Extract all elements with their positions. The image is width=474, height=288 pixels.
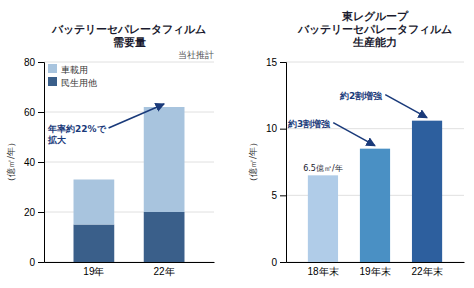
grid [286,62,464,262]
legend-label: 民生用他 [61,78,97,88]
annotation-arrow [109,104,165,128]
text-line: 約2割増強 [339,90,383,101]
bar-segment [144,212,185,262]
y-tick-label: 15 [266,57,278,68]
x-tick: 19年末 [359,266,390,277]
chart-container: 02040608019年22年バッテリーセパレータフィルム需要量（億㎡/年）車載… [0,0,474,288]
x-tick: 22年 [154,266,175,277]
bar-segment [144,107,185,212]
grid-line [44,212,214,213]
annotation: 約2割増強 [339,90,383,101]
text-line: 年率約22%で [47,124,107,134]
y-tick: 15 [266,57,286,68]
text-line: バッテリーセパレータフィルム [51,23,206,35]
y-tick-mark [280,195,286,196]
legend-label: 車載用 [61,65,88,75]
y-tick: 60 [24,107,44,118]
x-tick-label: 18年末 [307,266,338,277]
y-tick-label: 0 [271,257,277,268]
annotation: 年率約22%で拡大 [47,124,107,145]
text-line: 約3割増強 [287,118,331,129]
annotation: 6.5億㎡/年 [303,164,342,173]
x-axis: 18年末 19年末 22年末 [287,263,465,278]
bar [308,175,338,262]
bar-segment [74,180,115,225]
y-tick-mark [38,162,44,163]
x-axis: 19年 22年 [45,263,215,278]
y-axis-line [38,63,45,263]
y-axis: 0 5 10 15 [266,57,287,268]
grid-line [44,162,214,163]
y-tick: 0 [271,257,286,268]
annotation-arrow [333,123,375,146]
chart-title: バッテリーセパレータフィルム需要量 [51,23,206,48]
bar [412,121,442,262]
chart-title: 東レグループバッテリーセパレータフィルム生産能力 [297,10,452,48]
x-tick-label: 19年 [83,266,104,277]
legend-item: 車載用 [48,64,88,75]
y-tick-mark [38,112,44,113]
x-tick: 18年末 [307,266,338,277]
grid [44,62,214,262]
y-tick-mark [280,262,286,263]
text-line: 拡大 [47,135,67,145]
y-tick-mark [38,262,44,263]
legend-swatch [48,77,57,86]
y-tick: 5 [271,190,286,201]
y-tick-mark [280,129,286,130]
y-tick: 40 [24,157,44,168]
text-line: 東レグループ [341,10,409,22]
legend: 車載用民生用他 [48,64,97,88]
x-tick: 22年末 [411,266,442,277]
y-tick-label: 0 [29,257,35,268]
x-tick-label: 22年 [154,266,175,277]
text-line: バッテリーセパレータフィルム [297,23,452,35]
grid-line [44,262,214,263]
y-tick-label: 20 [24,207,36,218]
y-tick-mark [280,62,286,63]
x-tick: 19年 [83,266,104,277]
y-tick: 0 [29,257,44,268]
y-tick: 80 [24,57,44,68]
legend-item: 民生用他 [48,77,97,88]
y-tick-mark [38,62,44,63]
panel: 0 20 40 60 80 19年 22年 バッテリーセパレータフィルム需要量 （億㎡/年） 車載… [6,23,215,277]
y-tick-label: 80 [24,57,36,68]
bars [308,121,442,262]
y-tick-label: 40 [24,157,36,168]
y-tick-label: 10 [266,123,278,134]
y-tick: 10 [266,123,286,134]
y-tick: 20 [24,207,44,218]
y-tick-label: 5 [271,190,277,201]
y-axis-line [280,63,287,263]
bar-segment [74,225,115,263]
y-tick-mark [38,212,44,213]
annotation: 約3割増強 [287,118,331,129]
text-line: 生産能力 [352,36,397,48]
annotation: 当社推計 [178,50,214,60]
grid-line [286,62,464,63]
panel: 0 5 10 15 18年末 19年末 22年末 東レグループバッテリーセパレータフィルム生産… [248,10,465,277]
x-tick-label: 22年末 [411,266,442,277]
x-tick-label: 19年末 [359,266,390,277]
grid-line [44,112,214,113]
legend-swatch [48,64,57,73]
x-axis-line [45,262,215,263]
y-axis: 0 20 40 60 80 [24,57,45,268]
y-tick-label: 60 [24,107,36,118]
y-axis-title: （億㎡/年） [248,138,258,186]
y-axis-title: （億㎡/年） [6,138,16,186]
chart-svg: 02040608019年22年バッテリーセパレータフィルム需要量（億㎡/年）車載… [0,0,474,288]
annotation-arrow [385,95,427,118]
bar [360,149,390,262]
x-axis-line [287,262,465,263]
grid-line [44,62,214,63]
text-line: 需要量 [113,36,146,48]
